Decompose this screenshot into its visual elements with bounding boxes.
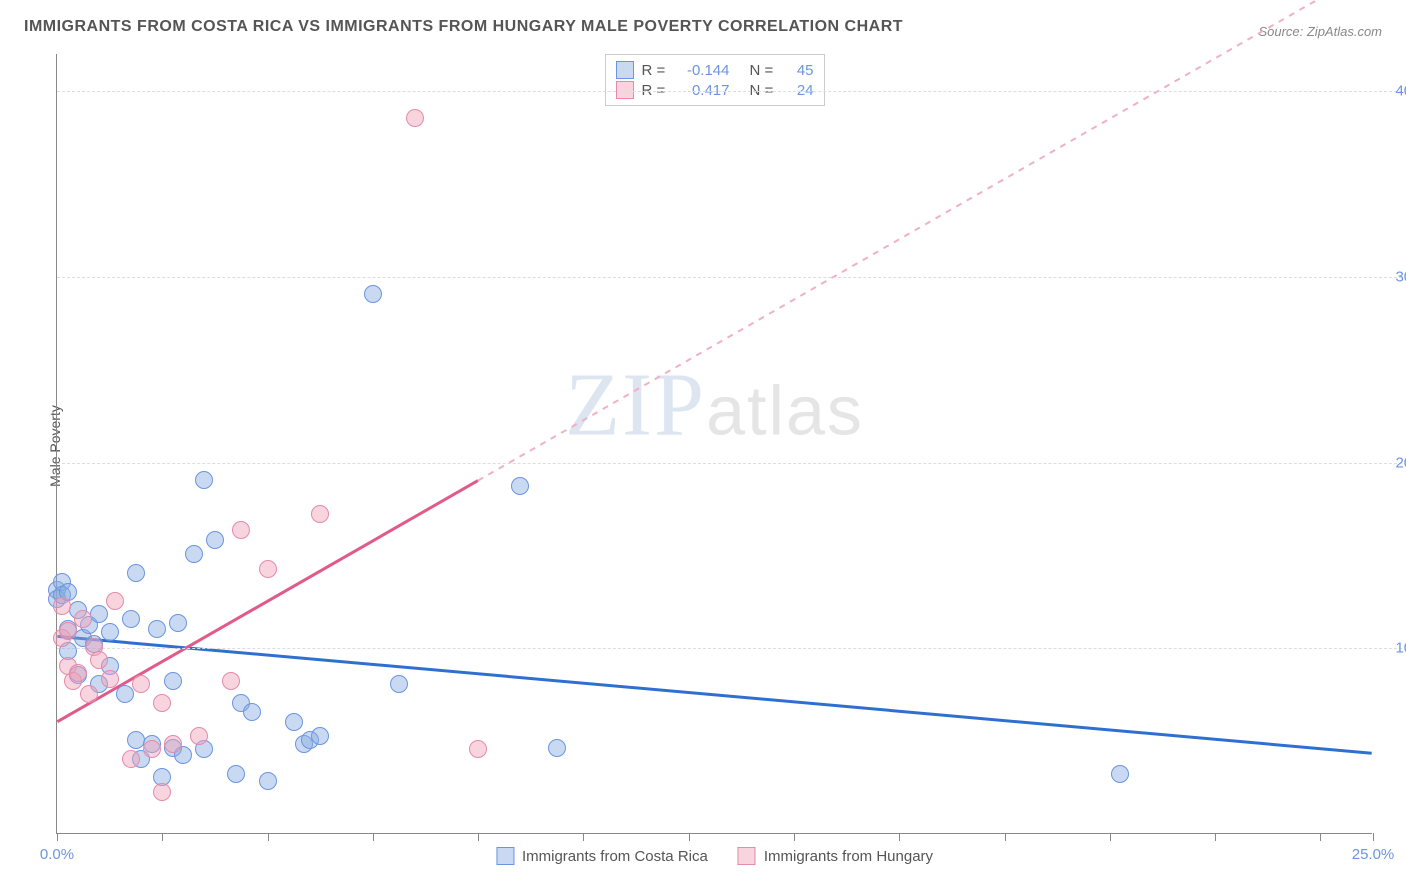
plot-area: ZIPatlas R =-0.144N =45R =0.417N =24 Imm… <box>56 54 1372 834</box>
scatter-point <box>106 592 124 610</box>
scatter-point <box>132 675 150 693</box>
legend-swatch <box>738 847 756 865</box>
x-tick <box>162 833 163 841</box>
gridline <box>57 91 1402 92</box>
y-tick-label: 10.0% <box>1395 640 1406 657</box>
scatter-point <box>243 703 261 721</box>
scatter-point <box>311 505 329 523</box>
scatter-point <box>153 783 171 801</box>
scatter-point <box>127 564 145 582</box>
x-tick <box>794 833 795 841</box>
scatter-point <box>148 620 166 638</box>
legend-swatch <box>616 61 634 79</box>
scatter-point <box>59 622 77 640</box>
legend-n-label: N = <box>750 82 776 99</box>
gridline <box>57 648 1402 649</box>
y-tick-label: 30.0% <box>1395 268 1406 285</box>
x-tick <box>57 833 58 841</box>
legend-series-item: Immigrants from Costa Rica <box>496 847 708 865</box>
x-tick <box>583 833 584 841</box>
legend-series-item: Immigrants from Hungary <box>738 847 933 865</box>
scatter-point <box>259 772 277 790</box>
x-tick <box>899 833 900 841</box>
scatter-point <box>185 545 203 563</box>
scatter-point <box>101 670 119 688</box>
y-tick-label: 40.0% <box>1395 83 1406 100</box>
scatter-point <box>90 651 108 669</box>
legend-stat-row: R = 0.417 N = 24 <box>616 81 814 99</box>
scatter-point <box>232 521 250 539</box>
scatter-point <box>74 610 92 628</box>
scatter-point <box>311 727 329 745</box>
legend-r-label: R = <box>642 62 668 79</box>
scatter-point <box>169 614 187 632</box>
x-tick-label: 25.0% <box>1352 846 1395 863</box>
scatter-point <box>222 672 240 690</box>
regression-line <box>57 636 1371 753</box>
scatter-point <box>190 727 208 745</box>
x-tick <box>689 833 690 841</box>
source-attribution: Source: ZipAtlas.com <box>1258 24 1382 39</box>
watermark: ZIPatlas <box>565 353 864 456</box>
legend-series-label: Immigrants from Hungary <box>764 848 933 865</box>
gridline <box>57 277 1402 278</box>
legend-swatch <box>496 847 514 865</box>
x-tick-label: 0.0% <box>40 846 74 863</box>
scatter-point <box>164 672 182 690</box>
scatter-point <box>1111 765 1129 783</box>
scatter-point <box>364 285 382 303</box>
x-tick <box>478 833 479 841</box>
scatter-point <box>80 685 98 703</box>
legend-r-label: R = <box>642 82 668 99</box>
x-tick <box>268 833 269 841</box>
scatter-point <box>469 740 487 758</box>
legend-series: Immigrants from Costa Rica Immigrants fro… <box>496 847 933 865</box>
scatter-point <box>53 597 71 615</box>
scatter-point <box>143 740 161 758</box>
scatter-point <box>164 735 182 753</box>
scatter-point <box>511 477 529 495</box>
scatter-point <box>122 610 140 628</box>
legend-n-label: N = <box>750 62 776 79</box>
scatter-point <box>206 531 224 549</box>
scatter-point <box>390 675 408 693</box>
x-tick <box>1320 833 1321 841</box>
chart-title: IMMIGRANTS FROM COSTA RICA VS IMMIGRANTS… <box>24 18 903 36</box>
x-tick <box>1215 833 1216 841</box>
scatter-point <box>259 560 277 578</box>
scatter-point <box>227 765 245 783</box>
scatter-point <box>122 750 140 768</box>
legend-r-value: 0.417 <box>676 82 730 99</box>
scatter-point <box>153 694 171 712</box>
legend-r-value: -0.144 <box>676 62 730 79</box>
legend-swatch <box>616 81 634 99</box>
legend-stats: R = -0.144 N = 45 R = 0.417 N = 24 <box>605 54 825 106</box>
scatter-point <box>116 685 134 703</box>
legend-stat-row: R = -0.144 N = 45 <box>616 61 814 79</box>
watermark-zip: ZIP <box>565 355 706 454</box>
x-tick <box>1005 833 1006 841</box>
gridline <box>57 463 1402 464</box>
scatter-point <box>69 664 87 682</box>
legend-series-label: Immigrants from Costa Rica <box>522 848 708 865</box>
scatter-point <box>90 605 108 623</box>
legend-n-value: 45 <box>784 62 814 79</box>
scatter-point <box>101 623 119 641</box>
x-tick <box>1110 833 1111 841</box>
scatter-point <box>406 109 424 127</box>
scatter-point <box>548 739 566 757</box>
x-tick <box>373 833 374 841</box>
legend-n-value: 24 <box>784 82 814 99</box>
scatter-point <box>285 713 303 731</box>
scatter-point <box>195 471 213 489</box>
x-tick <box>1373 833 1374 841</box>
y-tick-label: 20.0% <box>1395 454 1406 471</box>
watermark-atlas: atlas <box>706 371 864 449</box>
